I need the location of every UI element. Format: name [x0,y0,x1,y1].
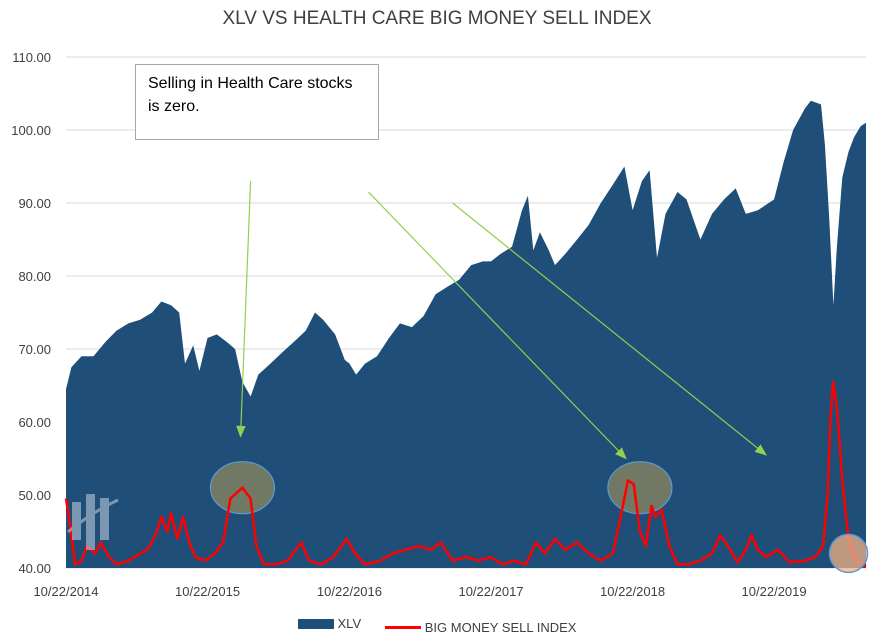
y-tick-label: 80.00 [18,269,51,284]
legend-label-xlv: XLV [337,616,362,631]
annotation-arrow [452,202,767,456]
legend-area-swatch-icon [297,618,334,629]
x-tick-label: 10/22/2014 [33,584,98,599]
legend-item-sell-index: BIG MONEY SELL INDEX [384,619,577,635]
y-tick-label: 40.00 [18,561,51,576]
y-tick-label: 100.00 [11,123,51,138]
annotation-arrows [236,181,767,460]
y-tick-label: 70.00 [18,342,51,357]
annotation-box: Selling in Health Care stocks is zero. [135,64,379,140]
bars-logo-icon [67,494,119,550]
chart-title: XLV VS HEALTH CARE BIG MONEY SELL INDEX [222,8,652,29]
legend-line-swatch-icon [384,625,421,629]
x-tick-label: 10/22/2019 [742,584,807,599]
xlv-area [66,100,866,569]
x-tick-label: 10/22/2018 [600,584,665,599]
legend-label-sell-index: BIG MONEY SELL INDEX [424,619,577,635]
watermark-logo [67,494,119,550]
annotation-arrow [368,191,627,460]
sell-index-line-series [64,380,869,574]
legend-item-xlv: XLV [297,616,362,631]
highlight-ellipse [607,461,673,515]
highlight-circle [828,533,869,574]
x-tick-label: 10/22/2017 [458,584,523,599]
axes: 110.00 100.00 90.00 80.00 70.00 60.00 50.00 40.… [11,50,806,599]
annotation-arrow [236,181,252,438]
xlv-area-series [66,100,866,569]
sell-index-line [64,380,867,568]
y-tick-label: 50.00 [18,488,51,503]
y-tick-label: 110.00 [12,50,51,65]
y-tick-label: 60.00 [18,415,51,430]
x-tick-label: 10/22/2016 [317,584,382,599]
y-tick-label: 90.00 [18,196,51,211]
legend: XLV BIG MONEY SELL INDEX [0,616,874,635]
annotation-text: Selling in Health Care stocks is zero. [148,75,353,115]
x-tick-label: 10/22/2015 [175,584,240,599]
